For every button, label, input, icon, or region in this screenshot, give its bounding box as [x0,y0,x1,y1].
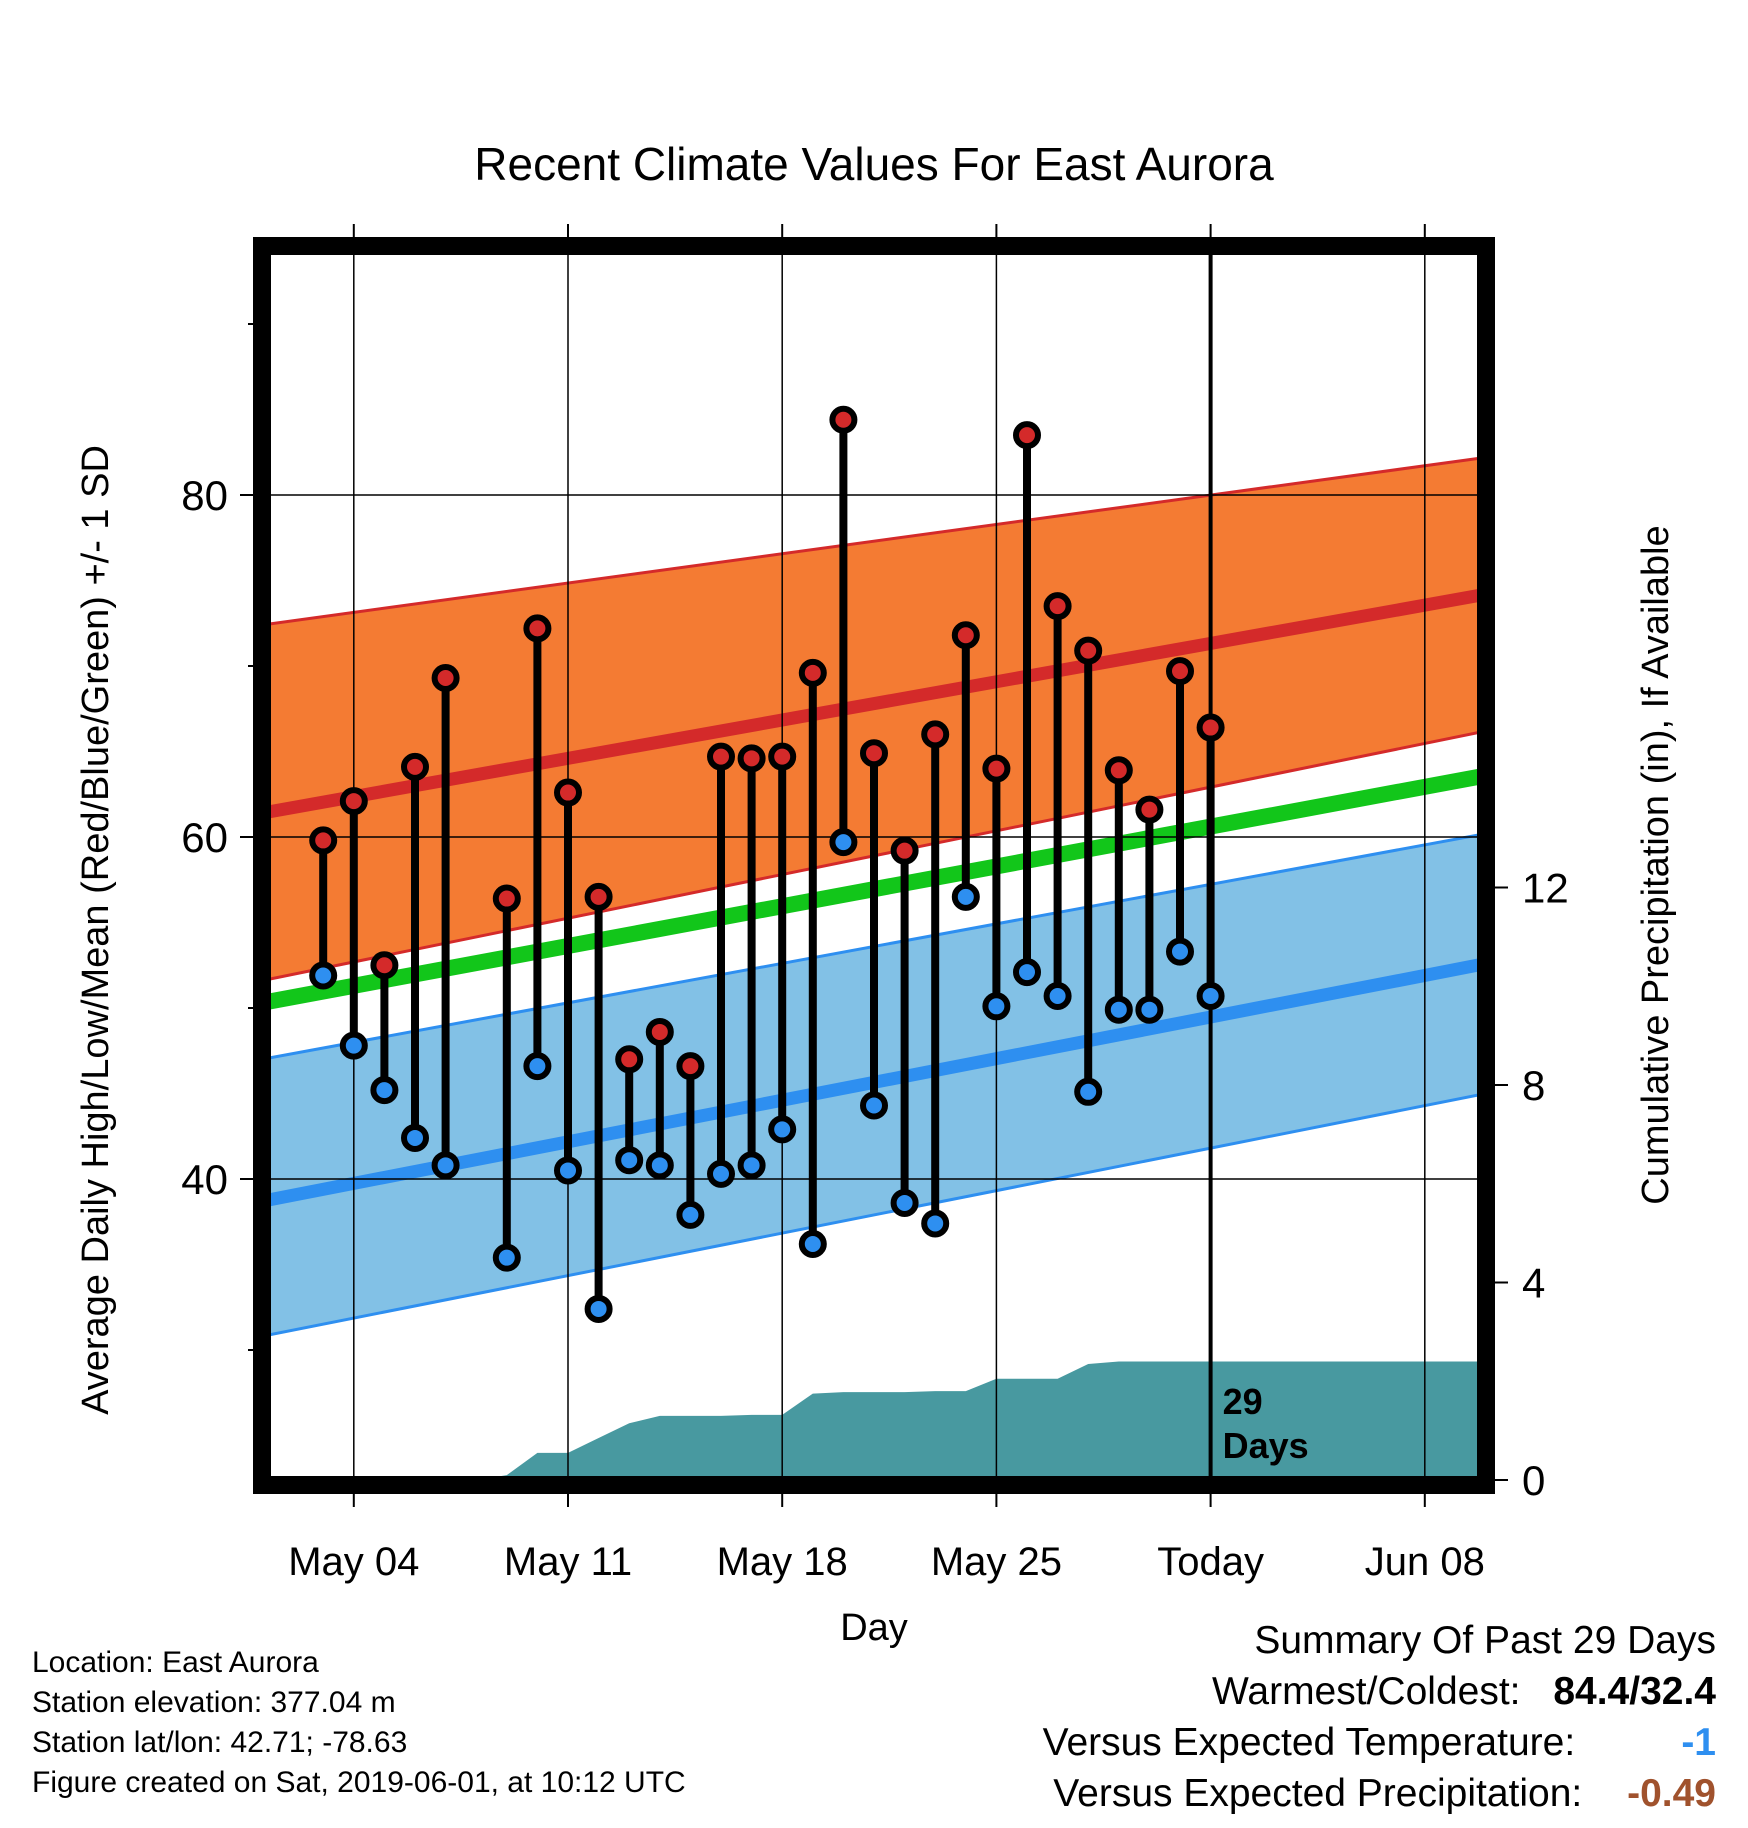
location-text: Location: East Aurora [32,1646,319,1679]
daily-low-marker [339,1031,368,1060]
y-tick-label: 40 [181,1156,228,1203]
summary-heading: Summary Of Past 29 Days [1254,1619,1716,1662]
daily-high-marker [829,405,858,434]
daily-low-marker [737,1151,766,1180]
y-tick-label: 80 [181,472,228,519]
x-tick-label: Jun 08 [1365,1540,1485,1584]
daily-high-marker [1043,592,1072,621]
summary-warmest-row: Warmest/Coldest: 84.4/32.4 [1043,1666,1716,1717]
daily-high-marker [921,720,950,749]
daily-low-marker [982,992,1011,1021]
y2-axis-label: Cumulative Precipitation (in), If Availa… [1635,525,1677,1204]
summary-panel: Summary Of Past 29 Days Warmest/Coldest:… [1043,1615,1716,1819]
daily-low-marker [890,1188,919,1217]
daily-high-marker [554,778,582,807]
summary-temp-row: Versus Expected Temperature: -1 [1043,1717,1716,1768]
y2-tick-label: 8 [1522,1062,1545,1109]
daily-low-marker [645,1151,674,1180]
daily-low-marker [554,1156,582,1185]
x-tick-label: May 04 [288,1540,419,1584]
daily-low-marker [768,1115,797,1144]
low-lower-line [262,1092,1486,1338]
daily-high-marker [707,742,735,771]
daily-low-marker [798,1229,827,1258]
daily-low-marker [707,1159,735,1188]
elevation-text: Station elevation: 377.04 m [32,1686,396,1719]
daily-low-marker [401,1123,429,1152]
daily-high-marker [584,882,613,911]
daily-low-marker [1196,982,1225,1011]
daily-low-marker [921,1209,950,1238]
chart-title: Recent Climate Values For East Aurora [474,138,1274,190]
y-tick-label: 60 [181,814,228,861]
daily-high-marker [339,787,368,816]
precip-area [262,1361,1486,1480]
y2-tick-label: 4 [1522,1260,1545,1307]
daily-low-marker [676,1200,705,1229]
daily-high-marker [768,742,797,771]
daily-low-marker [431,1151,460,1180]
daily-low-marker [309,961,338,990]
x-tick-label: May 18 [717,1540,848,1584]
daily-high-marker [737,744,766,773]
x-tick-label: May 25 [931,1540,1062,1584]
daily-high-marker [1074,636,1103,665]
daily-low-marker [1104,995,1133,1024]
precip-label: Versus Expected Precipitation: [1053,1772,1583,1815]
x-axis-label: Day [840,1607,908,1649]
x-tick-label: May 11 [504,1540,632,1584]
daily-high-marker [676,1052,705,1081]
daily-high-marker [370,951,399,980]
daily-low-marker [370,1076,399,1105]
created-text: Figure created on Sat, 2019-06-01, at 10… [32,1766,686,1799]
today-days-label: 29 Days [1223,1381,1309,1466]
precip-value: -0.49 [1627,1772,1716,1815]
daily-low-marker [1043,982,1072,1011]
daily-high-marker [1135,795,1164,824]
daily-low-marker [523,1052,552,1081]
temp-value: -1 [1681,1721,1716,1764]
daily-low-marker [1166,937,1194,966]
plot-area: 29 Days 40 60 80 0 4 8 12 May 04 May 11 May 18 May 2… [181,224,1569,1584]
daily-low-marker [1013,958,1041,987]
daily-low-marker [1135,995,1164,1024]
temp-label: Versus Expected Temperature: [1042,1721,1576,1764]
warmest-label: Warmest/Coldest: [1212,1670,1521,1713]
daily-high-marker [615,1045,644,1074]
summary-precip-row: Versus Expected Precipitation: -0.49 [1043,1768,1716,1819]
daily-low-marker [860,1091,888,1120]
y2-tick-label: 12 [1522,865,1569,912]
daily-high-marker [1104,756,1133,785]
daily-high-marker [982,754,1011,783]
high-mean-line [262,587,1486,820]
daily-low-marker [951,882,980,911]
daily-high-marker [431,663,460,692]
station-info: Location: East Aurora Station elevation:… [32,1643,686,1803]
daily-high-marker [309,826,338,855]
daily-high-marker [401,752,429,781]
daily-low-marker [1074,1077,1103,1106]
y2-tick-label: 0 [1522,1457,1545,1504]
daily-high-marker [860,739,888,768]
plot-frame [253,237,1495,1494]
daily-high-marker [1013,421,1041,450]
y-axis-label: Average Daily High/Low/Mean (Red/Blue/Gr… [75,445,117,1415]
daily-high-marker [492,884,521,913]
daily-low-marker [492,1243,521,1272]
daily-high-marker [1196,713,1225,742]
daily-high-marker [1166,657,1194,686]
daily-low-marker [584,1294,613,1323]
daily-high-marker [645,1017,674,1046]
daily-low-marker [615,1146,644,1175]
latlon-text: Station lat/lon: 42.71; -78.63 [32,1726,408,1759]
x-tick-label: Today [1157,1540,1264,1584]
daily-high-marker [890,836,919,865]
warmest-value: 84.4/32.4 [1553,1670,1716,1713]
daily-high-marker [798,658,827,687]
daily-high-marker [951,621,980,650]
daily-low-marker [829,828,858,857]
high-upper-line [262,455,1486,627]
daily-high-marker [523,614,552,643]
